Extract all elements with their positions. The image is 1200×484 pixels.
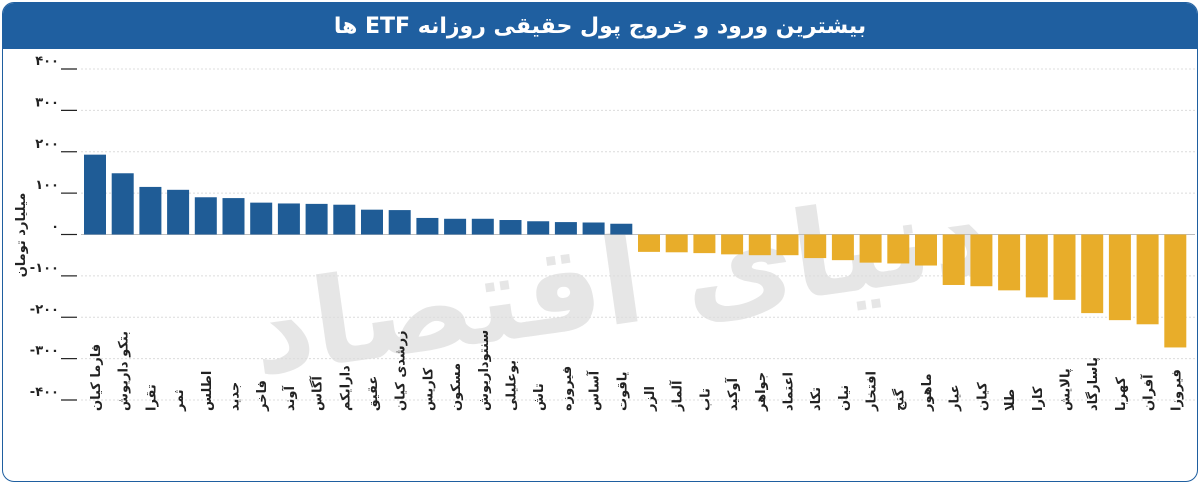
bar [970, 234, 993, 287]
x-tick-label: زرشدی کیان [394, 330, 409, 411]
x-tick-label: عیار [948, 384, 963, 412]
bar [610, 223, 633, 235]
bar [804, 234, 827, 259]
bar [305, 203, 328, 235]
y-tick-label: ۰ [51, 220, 59, 235]
bar [915, 234, 937, 266]
x-tick-label: آساس [586, 370, 603, 411]
y-tick-label: ۳۰۰ [35, 95, 59, 110]
bar [638, 234, 660, 252]
bar [416, 217, 439, 235]
bar [250, 202, 273, 235]
bar [998, 234, 1021, 291]
bar [361, 209, 383, 235]
bar [693, 234, 716, 254]
y-tick-label: -۱۰۰ [30, 261, 59, 276]
bar [1108, 234, 1131, 321]
x-tick-label: تقرا [144, 384, 159, 411]
x-tick-label: تکاد [809, 387, 824, 411]
x-tick-label: طلا [1003, 389, 1018, 411]
x-tick-label: پالایش [1059, 368, 1074, 411]
y-tick-label: ۱۰۰ [35, 178, 59, 193]
bar [277, 203, 300, 235]
bar [167, 189, 190, 235]
bar [444, 218, 467, 235]
x-tick-label: ثمر [172, 389, 187, 412]
y-tick-label: -۲۰۰ [30, 302, 59, 317]
x-tick-label: جواهر [754, 372, 769, 412]
x-tick-label: بوعلیلی [505, 360, 520, 411]
bar [1081, 234, 1104, 314]
x-tick-label: یاقوت [615, 372, 630, 412]
bar [942, 234, 965, 285]
x-tick-label: فاخر [255, 380, 270, 412]
x-tick-label: پاسارگاد [1085, 357, 1101, 411]
x-tick-label: سنتوداریوش [477, 330, 492, 411]
x-tick-label: آوند [281, 386, 298, 411]
x-tick-label: فارما کیان [89, 344, 104, 411]
x-tick-label: ماهور [920, 373, 935, 412]
bar [721, 234, 744, 255]
y-tick-label: -۴۰۰ [30, 385, 59, 400]
bar [388, 210, 411, 235]
bar [222, 198, 245, 235]
bar [1025, 234, 1048, 298]
bar [499, 220, 522, 235]
x-tick-label: کاریس [421, 367, 436, 411]
x-tick-label: تاش [532, 383, 547, 411]
x-tick-label: آگاس [309, 376, 326, 411]
x-tick-label: افتخار [865, 371, 880, 412]
x-tick-label: آفران [1140, 374, 1157, 411]
bar-chart: دنیای اقتصاد ۴۰۰ ۳۰۰ ۲۰۰ ۱۰۰ ۰ -۱۰۰ -۲۰۰ -۳۰۰ -۴۰… [14, 54, 1195, 412]
x-tick-label: اعتماد [782, 372, 797, 411]
bar [859, 234, 882, 263]
bar [527, 221, 550, 235]
x-tick-label: دارایکم [338, 365, 353, 411]
x-tick-label: فیروزا [1169, 369, 1184, 411]
bar [776, 234, 799, 256]
y-tick-label: -۳۰۰ [30, 344, 59, 359]
x-tick-label: جدید [228, 382, 243, 411]
x-tick-label: آلماز [669, 380, 686, 412]
bar [582, 222, 605, 235]
bar [333, 204, 356, 235]
bar [887, 234, 910, 264]
y-axis-label: میلیارد تومان [14, 193, 29, 278]
bar [665, 234, 688, 253]
x-tick-label: کیان [975, 382, 990, 411]
bar [1053, 234, 1076, 300]
x-tick-label: الزر [643, 386, 658, 412]
bar [471, 218, 494, 235]
chart-title: بیشترین ورود و خروج پول حقیقی روزانه ETF… [3, 3, 1197, 49]
y-tick-label: ۴۰۰ [35, 54, 59, 69]
bar [748, 234, 771, 256]
x-tick-label: کهربا [1114, 377, 1129, 411]
x-tick-label: گنج [891, 388, 907, 411]
bar [139, 186, 162, 235]
bar [84, 154, 106, 235]
bar [194, 197, 217, 235]
x-tick-label: مسکون [449, 363, 464, 411]
x-tick-label: بتکو داریوش [117, 331, 132, 411]
x-tick-label: نیان [837, 385, 852, 411]
x-tick-label: فیروزه [560, 366, 575, 411]
y-tick-label: ۲۰۰ [35, 137, 59, 152]
x-tick-label: آوکید [724, 378, 741, 411]
bar [831, 234, 854, 261]
bar [111, 173, 134, 235]
watermark-text: دنیای اقتصاد [242, 162, 1000, 403]
x-tick-label: اطلس [200, 371, 215, 411]
bar [1164, 234, 1187, 348]
bar [554, 222, 577, 235]
x-tick-label: کارا [1031, 386, 1046, 411]
x-tick-label: تاب [698, 388, 713, 411]
bar [1136, 234, 1159, 325]
x-tick-label: عقیق [366, 376, 381, 411]
